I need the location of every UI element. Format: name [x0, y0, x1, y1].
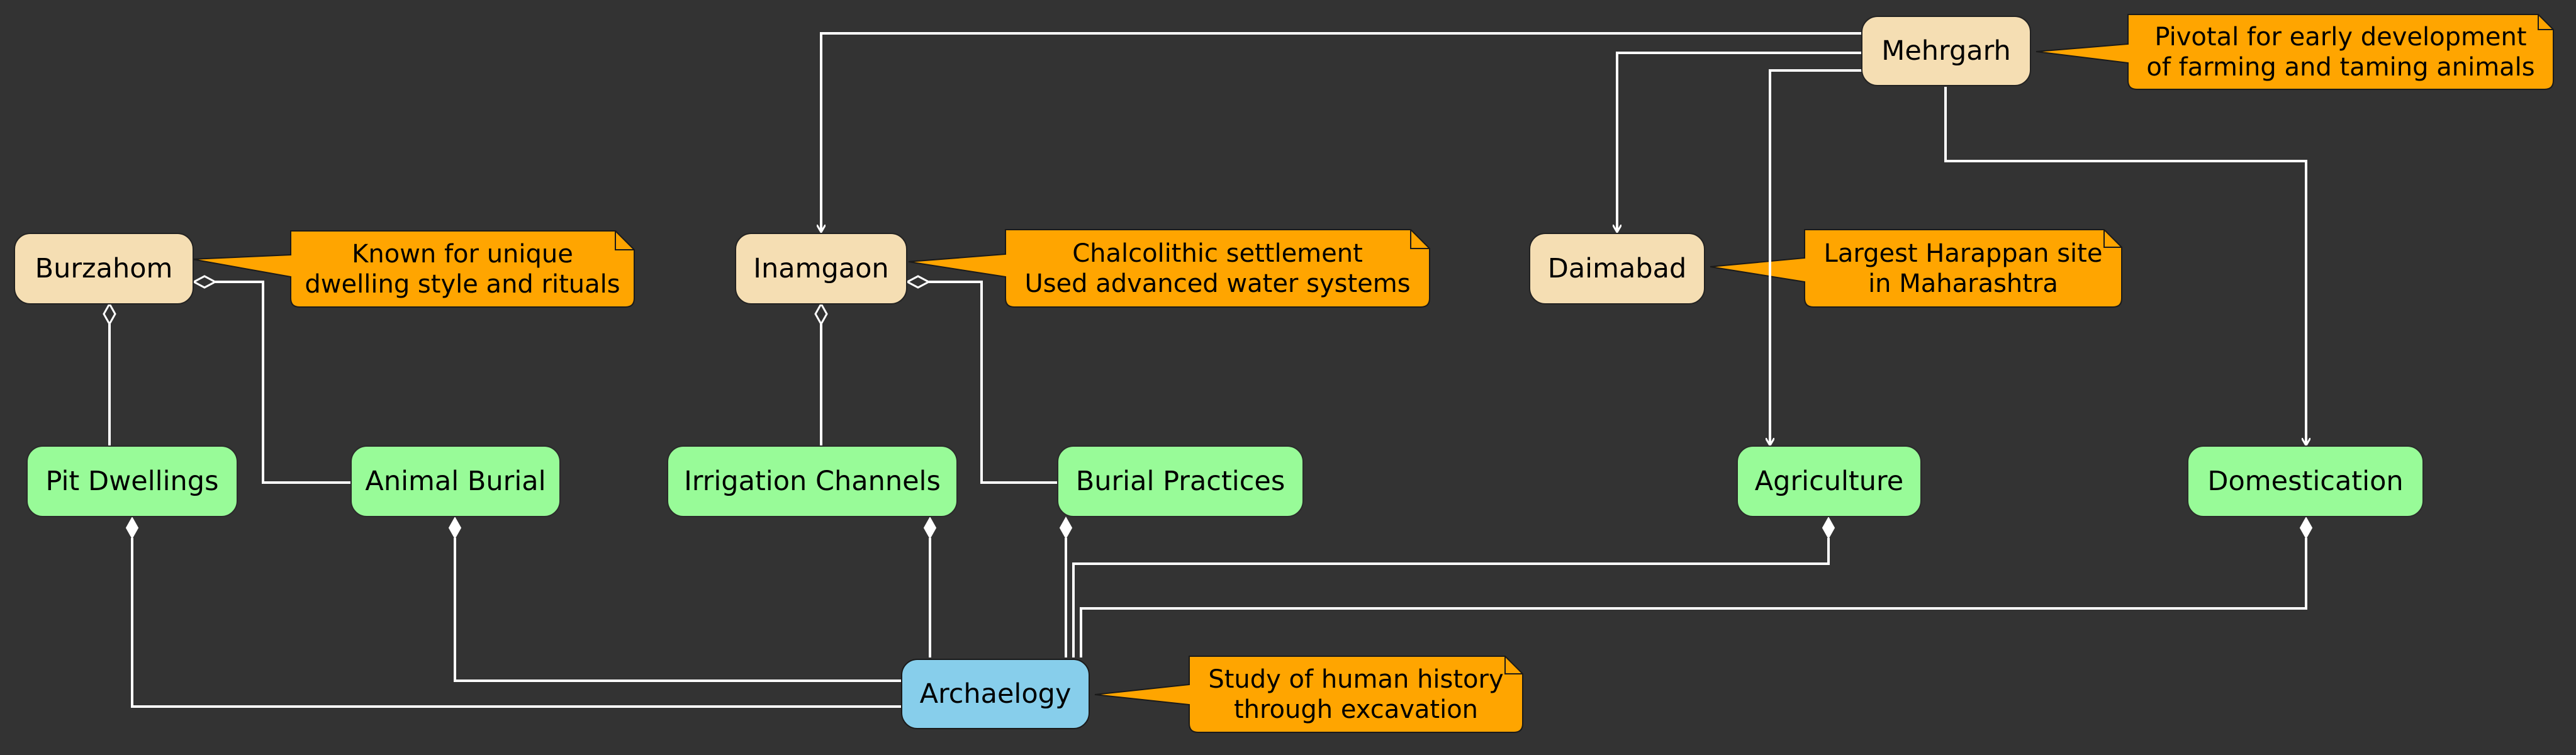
- node-archaelogy[interactable]: Archaelogy: [901, 659, 1090, 729]
- daimabad-note-fold: [2103, 230, 2122, 248]
- diamond-pitdwellings: [125, 516, 139, 540]
- note-inamgaon-line-2: Used advanced water systems: [1024, 269, 1411, 298]
- note-archaelogy-line-2: through excavation: [1233, 695, 1479, 724]
- composition-links: [131, 538, 2307, 708]
- note-burzahom-line-2: dwelling style and rituals: [305, 269, 620, 299]
- diamond-agriculture: [1822, 516, 1835, 540]
- mehrgarh-note-fold: [2538, 14, 2553, 30]
- diamond-burzahom-bottom: [103, 301, 116, 327]
- edge-mehrgarh-domestication: [1944, 87, 2306, 445]
- diamond-inamgaon-bottom: [814, 301, 828, 327]
- node-mehrgarh[interactable]: Mehrgarh: [1861, 16, 2031, 86]
- edge-archaelogy-pitdwellings: [131, 538, 902, 708]
- archaelogy-note-fold: [1504, 656, 1523, 674]
- diamond-burialpractices: [1059, 516, 1073, 540]
- mehrgarh-links: [821, 32, 2306, 445]
- node-pit-dwellings[interactable]: Pit Dwellings: [26, 445, 238, 517]
- edge-inamgaon-burialpractices: [929, 281, 1057, 484]
- mehrgarh-note-shape: [2036, 14, 2554, 90]
- hollow-diamonds: [103, 275, 931, 327]
- note-inamgaon-line-1: Chalcolithic settlement: [1072, 238, 1363, 268]
- burzahom-note-fold: [615, 231, 634, 250]
- note-shapes: [192, 14, 2554, 733]
- note-burzahom: Known for unique dwelling style and ritu…: [291, 231, 634, 307]
- aggregation-links: [108, 281, 1057, 484]
- node-inamgaon[interactable]: Inamgaon: [735, 233, 907, 305]
- node-daimabad[interactable]: Daimabad: [1529, 233, 1705, 305]
- edge-burzahom-animalburial: [215, 281, 350, 484]
- note-daimabad: Largest Harappan site in Maharashtra: [1805, 230, 2122, 307]
- note-archaelogy: Study of human history through excavatio…: [1189, 656, 1523, 732]
- inamgaon-note-shape: [908, 229, 1430, 308]
- diamond-irrigation: [923, 516, 937, 540]
- filled-diamonds: [125, 516, 2313, 540]
- archaelogy-note-shape: [1094, 656, 1523, 733]
- edge-mehrgarh-daimabad: [1617, 52, 1862, 232]
- node-burzahom[interactable]: Burzahom: [14, 233, 194, 305]
- note-daimabad-line-2: in Maharashtra: [1868, 269, 2058, 298]
- note-archaelogy-line-1: Study of human history: [1208, 664, 1504, 694]
- note-mehrgarh: Pivotal for early development of farming…: [2128, 14, 2553, 89]
- node-agriculture[interactable]: Agriculture: [1737, 445, 1922, 517]
- node-burial-practices[interactable]: Burial Practices: [1057, 445, 1304, 517]
- note-inamgaon: Chalcolithic settlement Used advanced wa…: [1005, 230, 1430, 307]
- node-irrigation-channels[interactable]: Irrigation Channels: [667, 445, 958, 517]
- diamond-domestication: [2299, 516, 2313, 540]
- edge-mehrgarh-agriculture: [1770, 69, 1862, 445]
- edge-archaelogy-domestication: [1080, 538, 2307, 657]
- daimabad-note-shape: [1710, 229, 2122, 308]
- note-burzahom-line-1: Known for unique: [352, 239, 573, 269]
- diamond-inamgaon-right: [905, 275, 931, 289]
- edge-mehrgarh-inamgaon: [821, 32, 1862, 232]
- node-domestication[interactable]: Domestication: [2187, 445, 2424, 517]
- edge-archaelogy-animalburial: [454, 538, 902, 682]
- edge-archaelogy-agriculture: [1072, 538, 1830, 657]
- diamond-burzahom-right: [191, 275, 218, 289]
- diamond-animalburial: [448, 516, 462, 540]
- note-mehrgarh-line-2: of farming and taming animals: [2146, 52, 2535, 82]
- node-animal-burial[interactable]: Animal Burial: [350, 445, 561, 517]
- inamgaon-note-fold: [1410, 230, 1430, 249]
- burzahom-note-shape: [192, 230, 635, 308]
- note-daimabad-line-1: Largest Harappan site: [1823, 238, 2103, 268]
- note-mehrgarh-line-1: Pivotal for early development: [2154, 22, 2527, 52]
